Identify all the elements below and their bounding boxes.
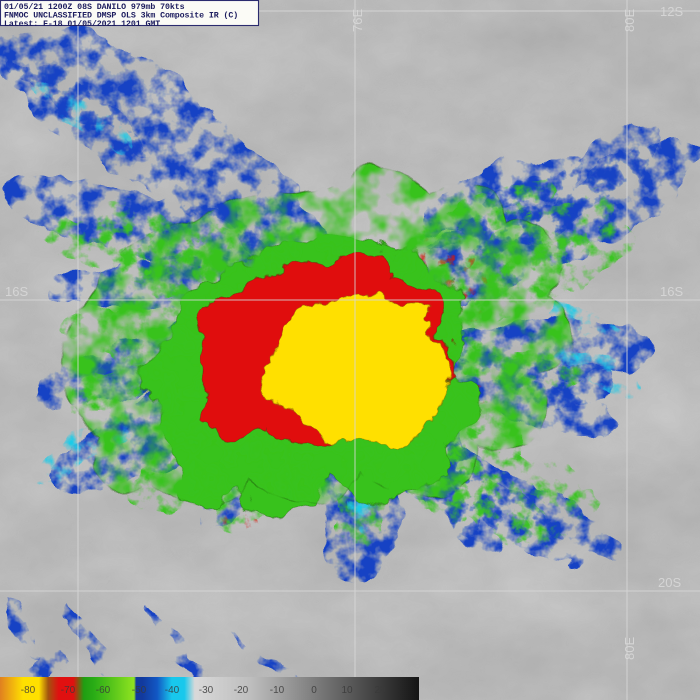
svg-text:20: 20 — [374, 685, 386, 696]
svg-text:0: 0 — [311, 685, 317, 696]
svg-text:-70: -70 — [61, 685, 76, 696]
svg-text:-30: -30 — [199, 685, 214, 696]
svg-text:12S: 12S — [660, 4, 683, 19]
svg-text:-10: -10 — [270, 685, 285, 696]
svg-text:16S: 16S — [660, 284, 683, 299]
svg-text:10: 10 — [341, 685, 353, 696]
svg-text:20S: 20S — [658, 575, 681, 590]
svg-text:FNMOC UNCLASSIFIED DMSP OLS 3k: FNMOC UNCLASSIFIED DMSP OLS 3km Composit… — [4, 11, 238, 21]
svg-text:80E: 80E — [622, 637, 637, 660]
svg-text:16S: 16S — [5, 284, 28, 299]
svg-text:01/05/21 1200Z 08S DANILO 979m: 01/05/21 1200Z 08S DANILO 979mb 70kts — [4, 2, 185, 12]
svg-text:Latest: F-18 01/05/2021 1201 G: Latest: F-18 01/05/2021 1201 GMT — [4, 19, 160, 29]
svg-text:-60: -60 — [96, 685, 111, 696]
svg-text:-20: -20 — [234, 685, 249, 696]
svg-text:-50: -50 — [132, 685, 147, 696]
svg-text:-80: -80 — [21, 685, 36, 696]
svg-text:-40: -40 — [165, 685, 180, 696]
svg-text:76E: 76E — [350, 9, 365, 32]
svg-text:80E: 80E — [622, 9, 637, 32]
